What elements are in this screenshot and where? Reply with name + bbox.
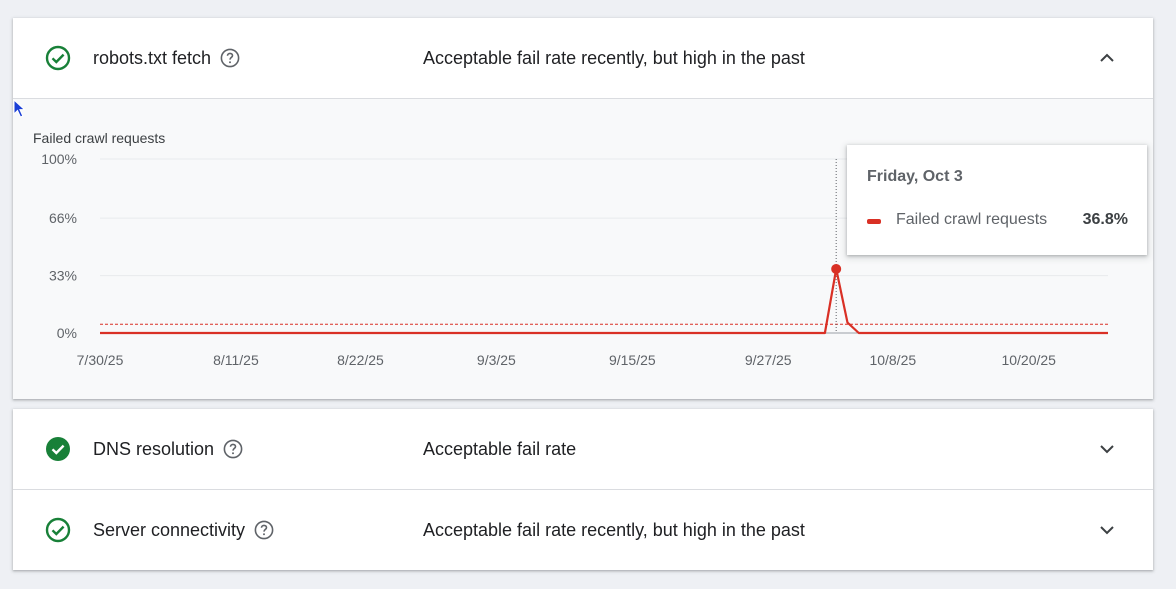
server-connectivity-header[interactable]: Server connectivity Acceptable fail rate… xyxy=(13,490,1153,570)
chevron-up-icon[interactable] xyxy=(1097,48,1117,68)
y-tick-label: 100% xyxy=(41,151,77,167)
section-title: DNS resolution xyxy=(93,439,243,460)
section-title-text: DNS resolution xyxy=(93,438,215,459)
check-circle-filled-icon xyxy=(46,437,70,461)
section-status: Acceptable fail rate recently, but high … xyxy=(423,47,805,68)
x-tick-label: 10/20/25 xyxy=(1001,352,1056,368)
section-title-text: Server connectivity xyxy=(93,519,246,540)
chart-tooltip: Friday, Oct 3 Failed crawl requests 36.8… xyxy=(847,145,1147,255)
section-status: Acceptable fail rate xyxy=(423,438,577,459)
highlight-point xyxy=(831,263,842,274)
help-icon[interactable] xyxy=(220,48,240,68)
robots-fetch-card: robots.txt fetch Acceptable fail rate re… xyxy=(13,18,1153,399)
y-tick-label: 66% xyxy=(49,210,77,226)
x-tick-label: 8/11/25 xyxy=(213,352,259,368)
check-circle-outline-icon xyxy=(45,517,71,543)
divider xyxy=(13,98,1153,99)
tooltip-date: Friday, Oct 3 xyxy=(867,168,963,185)
x-tick-label: 9/3/25 xyxy=(477,352,516,368)
section-title: Server connectivity xyxy=(93,520,274,541)
other-checks-card: DNS resolution Acceptable fail rate Serv… xyxy=(13,409,1153,570)
help-icon[interactable] xyxy=(223,439,243,459)
tooltip-series-name: Failed crawl requests xyxy=(896,211,1048,228)
y-tick-label: 0% xyxy=(57,325,77,341)
x-tick-label: 9/15/25 xyxy=(609,352,656,368)
tooltip-series-swatch xyxy=(867,219,881,224)
y-axis-label: Failed crawl requests xyxy=(33,130,165,146)
divider xyxy=(13,489,1153,490)
x-tick-label: 7/30/25 xyxy=(77,352,124,368)
help-icon[interactable] xyxy=(254,520,274,540)
series-line xyxy=(100,267,1108,335)
section-status: Acceptable fail rate recently, but high … xyxy=(423,519,805,540)
failed-crawl-chart: Failed crawl requests 100% 66% 33% 0% 7/30/25… xyxy=(13,99,1153,399)
section-title-text: robots.txt fetch xyxy=(93,47,212,68)
section-title: robots.txt fetch xyxy=(93,48,240,69)
x-tick-label: 10/8/25 xyxy=(869,352,916,368)
tooltip-value: 36.8% xyxy=(1082,211,1128,228)
x-tick-label: 9/27/25 xyxy=(745,352,792,368)
robots-fetch-header[interactable]: robots.txt fetch Acceptable fail rate re… xyxy=(13,18,1153,98)
mouse-cursor-icon xyxy=(13,99,26,118)
dns-resolution-header[interactable]: DNS resolution Acceptable fail rate xyxy=(13,409,1153,489)
chevron-down-icon[interactable] xyxy=(1097,439,1117,459)
x-tick-label: 8/22/25 xyxy=(337,352,384,368)
chevron-down-icon[interactable] xyxy=(1097,520,1117,540)
check-circle-outline-icon xyxy=(45,45,71,71)
chart-svg: Failed crawl requests 100% 66% 33% 0%7/30/25… xyxy=(33,130,1108,368)
y-tick-label: 33% xyxy=(49,268,77,284)
